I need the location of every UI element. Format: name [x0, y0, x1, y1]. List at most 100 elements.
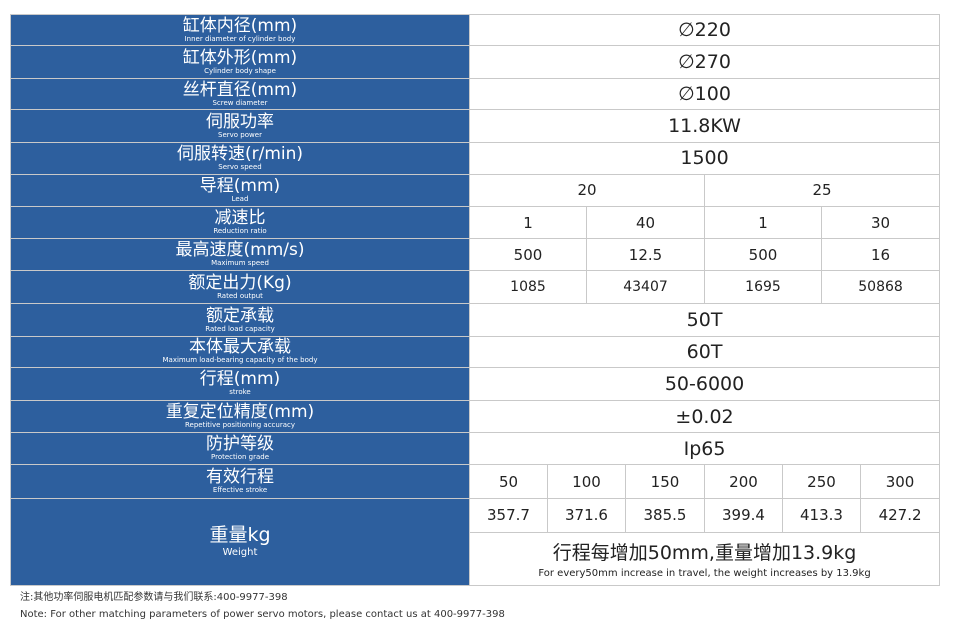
value-cell: 500 [704, 238, 822, 272]
label-cell: 重量kg Weight [10, 498, 470, 586]
row-rated-load: 额定承载 Rated load capacity 50T [10, 303, 941, 337]
row-screw-diameter: 丝杆直径(mm) Screw diameter ∅100 [10, 78, 941, 111]
label-zh: 伺服功率 [206, 111, 274, 132]
value-cell: 399.4 [704, 498, 783, 533]
label-zh: 丝杆直径(mm) [182, 79, 298, 100]
row-max-load: 本体最大承载 Maximum load-bearing capacity of t… [10, 335, 941, 368]
label-cell: 缸体内径(mm) Inner diameter of cylinder body [10, 13, 470, 47]
row-stroke: 行程(mm) stroke 50-6000 [10, 366, 941, 401]
label-en: Inner diameter of cylinder body [184, 34, 296, 43]
label-cell: 导程(mm) Lead [10, 173, 470, 207]
label-zh: 防护等级 [206, 434, 274, 455]
value-cell: 43407 [586, 270, 705, 305]
value-cell: 150 [625, 464, 705, 500]
label-zh: 导程(mm) [199, 175, 281, 196]
label-cell: 有效行程 Effective stroke [10, 464, 470, 500]
spec-table: 缸体内径(mm) Inner diameter of cylinder body … [10, 13, 941, 587]
label-en: Maximum speed [211, 259, 269, 268]
label-zh: 伺服转速(r/min) [176, 143, 304, 164]
row-max-speed: 最高速度(mm/s) Maximum speed 500 12.5 500 16 [10, 238, 941, 272]
value-cell: 500 [469, 238, 587, 272]
row-servo-speed: 伺服转速(r/min) Servo speed 1500 [10, 141, 941, 175]
value-cell: 50-6000 [468, 366, 941, 401]
label-en: Rated output [217, 291, 263, 300]
row-weight-values: 重量kg Weight 357.7 371.6 385.5 399.4 413.3… [10, 498, 941, 586]
value-cell: 20 [469, 173, 705, 207]
footnote-zh: 注:其他功率伺服电机匹配参数请与我们联系:400-9977-398 [20, 592, 288, 603]
label-en: Maximum load-bearing capacity of the bod… [162, 356, 318, 365]
label-cell: 缸体外形(mm) Cylinder body shape [10, 45, 470, 80]
footnotes: 注:其他功率伺服电机匹配参数请与我们联系:400-9977-398 Note: … [20, 589, 505, 623]
label-cell: 重复定位精度(mm) Repetitive positioning accurac… [10, 399, 470, 434]
label-cell: 伺服功率 Servo power [10, 109, 470, 143]
value-cell: 100 [547, 464, 626, 500]
weight-note-zh: 行程每增加50mm,重量增加13.9kg [552, 542, 857, 565]
value-cell: 371.6 [547, 498, 626, 533]
label-zh: 重量kg [209, 524, 271, 547]
value-cell: 1695 [704, 270, 822, 305]
row-body-shape: 缸体外形(mm) Cylinder body shape ∅270 [10, 45, 941, 80]
label-en: stroke [229, 388, 251, 397]
label-zh: 减速比 [214, 208, 266, 229]
label-en: Screw diameter [212, 98, 268, 107]
weight-note-en: For every50mm increase in travel, the we… [538, 568, 871, 580]
weight-note-cell: 行程每增加50mm,重量增加13.9kg For every50mm incre… [468, 531, 941, 587]
value-cell: 40 [586, 205, 705, 240]
label-cell: 行程(mm) stroke [10, 366, 470, 401]
label-cell: 防护等级 Protection grade [10, 432, 470, 466]
label-en: Repetitive positioning accuracy [184, 421, 296, 429]
value-cell: 50T [468, 303, 941, 337]
value-cell: ∅220 [468, 13, 941, 47]
value-cell: ∅270 [468, 45, 941, 80]
label-en: Lead [231, 194, 249, 203]
label-zh: 额定出力(Kg) [188, 272, 292, 293]
value-cell: 413.3 [782, 498, 861, 533]
label-en: Reduction ratio [213, 227, 267, 236]
value-cell: 250 [782, 464, 861, 500]
label-cell: 伺服转速(r/min) Servo speed [10, 141, 470, 175]
value-cell: 25 [703, 173, 941, 207]
label-en: Servo speed [218, 162, 262, 171]
value-cell: ∅100 [468, 78, 941, 111]
value-cell: 1500 [468, 141, 941, 175]
label-zh: 缸体内径(mm) [182, 15, 298, 36]
label-en: Weight [222, 547, 258, 559]
label-zh: 有效行程 [206, 467, 274, 488]
value-cell: 427.2 [859, 498, 941, 533]
row-lead: 导程(mm) Lead 20 25 [10, 173, 941, 207]
row-reduction-ratio: 减速比 Reduction ratio 1 40 1 30 [10, 205, 941, 240]
value-cell: 1 [469, 205, 587, 240]
label-cell: 减速比 Reduction ratio [10, 205, 470, 240]
row-repeat-accuracy: 重复定位精度(mm) Repetitive positioning accurac… [10, 399, 941, 434]
label-zh: 本体最大承载 [189, 337, 291, 358]
label-en: Effective stroke [212, 486, 268, 495]
label-zh: 最高速度(mm/s) [175, 240, 305, 261]
value-cell: 12.5 [586, 238, 705, 272]
value-cell: 16 [820, 238, 941, 272]
value-cell: ±0.02 [468, 399, 941, 434]
value-cell: 1085 [469, 270, 587, 305]
value-cell: Ip65 [468, 432, 941, 466]
row-rated-output: 额定出力(Kg) Rated output 1085 43407 1695 508… [10, 270, 941, 305]
label-cell: 最高速度(mm/s) Maximum speed [10, 238, 470, 272]
label-zh: 缸体外形(mm) [182, 47, 298, 68]
footnote-en: Note: For other matching parameters of p… [20, 609, 505, 620]
value-cell: 300 [859, 464, 941, 500]
label-zh: 行程(mm) [199, 369, 281, 390]
label-en: Servo power [218, 130, 262, 139]
row-servo-power: 伺服功率 Servo power 11.8KW [10, 109, 941, 143]
label-en: Rated load capacity [205, 324, 275, 333]
value-cell: 11.8KW [468, 109, 941, 143]
label-cell: 额定出力(Kg) Rated output [10, 270, 470, 305]
value-cell: 60T [468, 335, 941, 368]
label-en: Protection grade [211, 453, 269, 462]
value-cell: 200 [704, 464, 783, 500]
row-protection: 防护等级 Protection grade Ip65 [10, 432, 941, 466]
value-cell: 385.5 [625, 498, 705, 533]
label-cell: 本体最大承载 Maximum load-bearing capacity of t… [10, 335, 470, 368]
value-cell: 30 [820, 205, 941, 240]
label-zh: 重复定位精度(mm) [165, 402, 315, 422]
label-cell: 丝杆直径(mm) Screw diameter [10, 78, 470, 111]
value-cell: 357.7 [469, 498, 548, 533]
label-en: Cylinder body shape [204, 66, 276, 75]
